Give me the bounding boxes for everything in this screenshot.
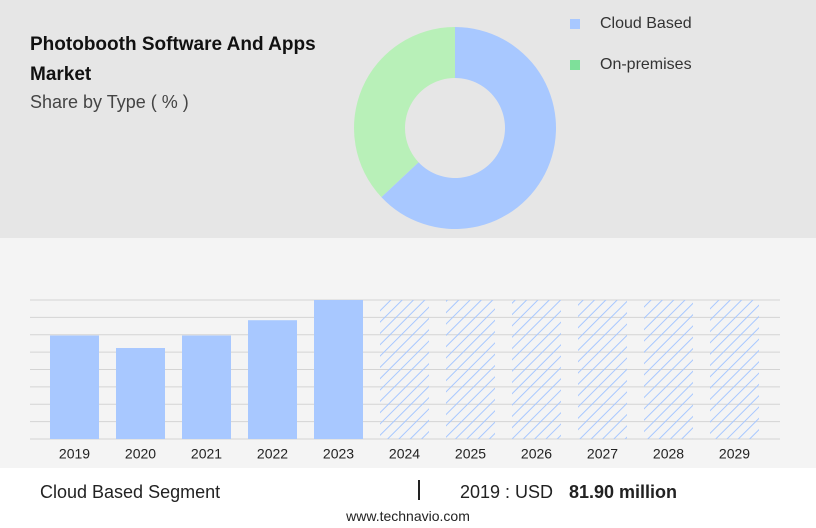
x-tick-label: 2025 <box>455 446 486 462</box>
value-label: 81.90 million <box>569 482 678 502</box>
x-tick-label: 2028 <box>653 446 684 462</box>
legend-label: Cloud Based <box>600 15 692 32</box>
legend-marker <box>570 19 580 29</box>
legend-marker <box>570 60 580 70</box>
bar <box>50 335 99 439</box>
donut-slice <box>354 27 455 198</box>
chart-title: Photobooth Software And Apps Market <box>30 34 316 85</box>
x-tick-label: 2023 <box>323 446 354 462</box>
x-tick-label: 2022 <box>257 446 288 462</box>
x-tick-label: 2027 <box>587 446 618 462</box>
forecast-placeholder <box>446 300 495 439</box>
x-tick-label: 2029 <box>719 446 750 462</box>
bar <box>248 320 297 439</box>
chart-subtitle: Share by Type ( % ) <box>30 92 189 112</box>
x-tick-label: 2026 <box>521 446 552 462</box>
forecast-placeholder <box>578 300 627 439</box>
legend-label: On-premises <box>600 56 692 73</box>
donut-slice <box>381 27 556 229</box>
source: www.technavio.com <box>346 508 470 524</box>
x-tick-label: 2019 <box>59 446 90 462</box>
bar <box>314 300 363 439</box>
bar <box>116 348 165 439</box>
forecast-placeholder <box>710 300 759 439</box>
x-tick-label: 2020 <box>125 446 156 462</box>
forecast-placeholder <box>512 300 561 439</box>
bar <box>182 335 231 439</box>
x-tick-label: 2021 <box>191 446 222 462</box>
segment-label: Cloud Based Segment <box>40 482 221 502</box>
forecast-placeholder <box>380 300 429 439</box>
x-tick-label: 2024 <box>389 446 420 462</box>
year-label: 2019 : USD <box>460 482 554 502</box>
forecast-placeholder <box>644 300 693 439</box>
divider <box>418 480 420 500</box>
